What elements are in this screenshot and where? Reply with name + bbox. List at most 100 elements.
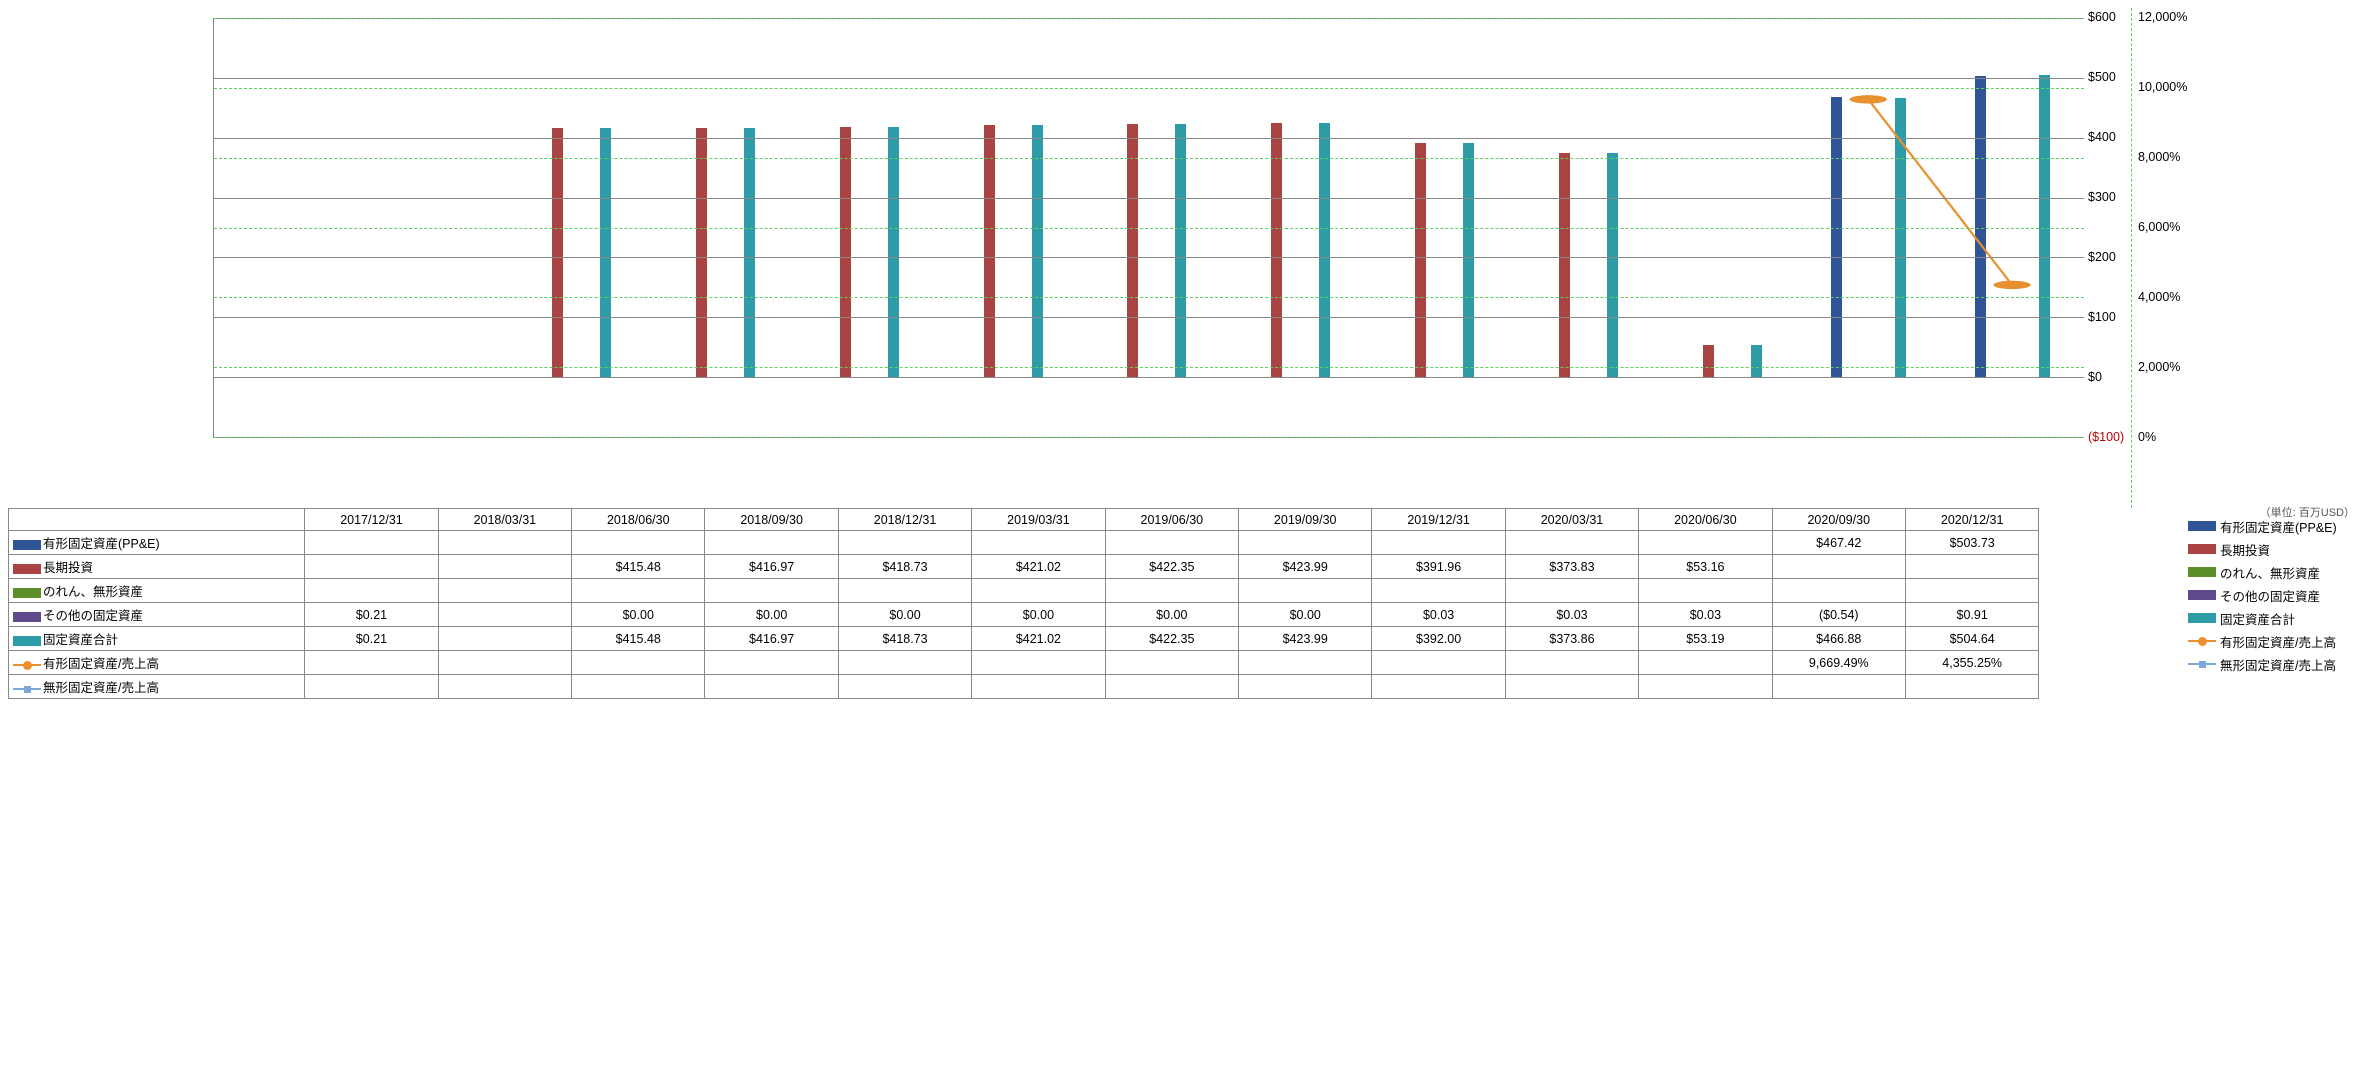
period-header: 2020/12/31: [1905, 509, 2038, 531]
cell: $503.73: [1905, 531, 2038, 555]
bar-longterm: [696, 128, 707, 378]
gridline-y2: [214, 18, 2084, 19]
cell: [838, 579, 971, 603]
row-header-longterm: 長期投資: [9, 555, 305, 579]
cell: [438, 555, 571, 579]
cell: [1505, 675, 1638, 699]
cell: [438, 675, 571, 699]
cell: [838, 651, 971, 675]
row-header-ratio1: 有形固定資産/売上高: [9, 651, 305, 675]
gridline-y1: [214, 317, 2084, 318]
bar-total: [1463, 143, 1474, 378]
cell: $416.97: [705, 627, 838, 651]
y2-tick-label: 6,000%: [2138, 220, 2180, 234]
cell: $418.73: [838, 627, 971, 651]
cell: [972, 675, 1105, 699]
period-header: 2020/06/30: [1639, 509, 1772, 531]
cell: [838, 531, 971, 555]
y2-tick-label: 10,000%: [2138, 80, 2187, 94]
bar-longterm: [1559, 153, 1570, 377]
table-row: その他の固定資産$0.21$0.00$0.00$0.00$0.00$0.00$0…: [9, 603, 2184, 627]
table-row: 無形固定資産/売上高: [9, 675, 2184, 699]
cell: [972, 579, 1105, 603]
bar-ppe: [1975, 76, 1986, 378]
cell: $422.35: [1105, 627, 1238, 651]
legend-item-ratio2: 無形固定資産/売上高: [2188, 654, 2336, 674]
table-row: 有形固定資産(PP&E)$467.42$503.73: [9, 531, 2184, 555]
cell: [1105, 651, 1238, 675]
bar-total: [1895, 98, 1906, 377]
period-header: 2018/03/31: [438, 509, 571, 531]
cell: [1772, 675, 1905, 699]
table-corner: [9, 509, 305, 531]
cell: $0.00: [705, 603, 838, 627]
bar-total: [888, 127, 899, 378]
gridline-y1: [214, 138, 2084, 139]
y2-tick-label: 12,000%: [2138, 10, 2187, 24]
data-table: 2017/12/312018/03/312018/06/302018/09/30…: [8, 508, 2184, 699]
legend-item-ppe: 有形固定資産(PP&E): [2188, 516, 2337, 536]
cell: [572, 531, 705, 555]
cell: [1239, 651, 1372, 675]
cell: [1239, 579, 1372, 603]
cell: [1239, 531, 1372, 555]
cell: [1639, 675, 1772, 699]
y1-tick-label: $600: [2088, 10, 2116, 24]
y2-tick-label: 2,000%: [2138, 360, 2180, 374]
cell: $53.19: [1639, 627, 1772, 651]
legend-item-ratio1: 有形固定資産/売上高: [2188, 631, 2336, 651]
cell: $53.16: [1639, 555, 1772, 579]
legend: （単位: 百万USD） 有形固定資産(PP&E)長期投資のれん、無形資産その他の…: [2184, 8, 2359, 699]
cell: [1372, 579, 1505, 603]
cell: [1105, 579, 1238, 603]
cell: [438, 531, 571, 555]
period-header: 2017/12/31: [305, 509, 438, 531]
bar-longterm: [552, 128, 563, 377]
y1-tick-label: $300: [2088, 190, 2116, 204]
cell: [705, 531, 838, 555]
bar-longterm: [984, 125, 995, 377]
cell: $418.73: [838, 555, 971, 579]
bar-total: [1751, 345, 1762, 377]
cell: $0.03: [1505, 603, 1638, 627]
cell: [305, 651, 438, 675]
cell: [305, 579, 438, 603]
bar-total: [1032, 125, 1043, 377]
cell: ($0.54): [1772, 603, 1905, 627]
cell: $416.97: [705, 555, 838, 579]
table-header-row: 2017/12/312018/03/312018/06/302018/09/30…: [9, 509, 2184, 531]
bar-longterm: [1703, 345, 1714, 377]
bar-total: [1319, 123, 1330, 377]
cell: $415.48: [572, 627, 705, 651]
cell: $0.03: [1639, 603, 1772, 627]
cell: $422.35: [1105, 555, 1238, 579]
y1-tick-label: $0: [2088, 370, 2102, 384]
cell: [705, 651, 838, 675]
row-header-ratio2: 無形固定資産/売上高: [9, 675, 305, 699]
cell: [305, 555, 438, 579]
cell: $423.99: [1239, 555, 1372, 579]
data-table-container: 2017/12/312018/03/312018/06/302018/09/30…: [8, 508, 2184, 699]
y2-tick-label: 4,000%: [2138, 290, 2180, 304]
bar-total: [600, 128, 611, 377]
row-header-gutter: [8, 8, 213, 508]
cell: [1639, 579, 1772, 603]
table-row: 長期投資$415.48$416.97$418.73$421.02$422.35$…: [9, 555, 2184, 579]
row-header-total: 固定資産合計: [9, 627, 305, 651]
bar-total: [744, 128, 755, 378]
cell: $466.88: [1772, 627, 1905, 651]
y1-tick-label: $200: [2088, 250, 2116, 264]
period-header: 2019/03/31: [972, 509, 1105, 531]
table-row: のれん、無形資産: [9, 579, 2184, 603]
y1-tick-label: ($100): [2088, 430, 2124, 444]
y1-tick-label: $400: [2088, 130, 2116, 144]
cell: $0.21: [305, 603, 438, 627]
cell: [1905, 555, 2038, 579]
cell: [438, 627, 571, 651]
cell: [1372, 675, 1505, 699]
cell: $391.96: [1372, 555, 1505, 579]
cell: $0.21: [305, 627, 438, 651]
cell: [438, 579, 571, 603]
cell: $504.64: [1905, 627, 2038, 651]
y2-tick-label: 8,000%: [2138, 150, 2180, 164]
